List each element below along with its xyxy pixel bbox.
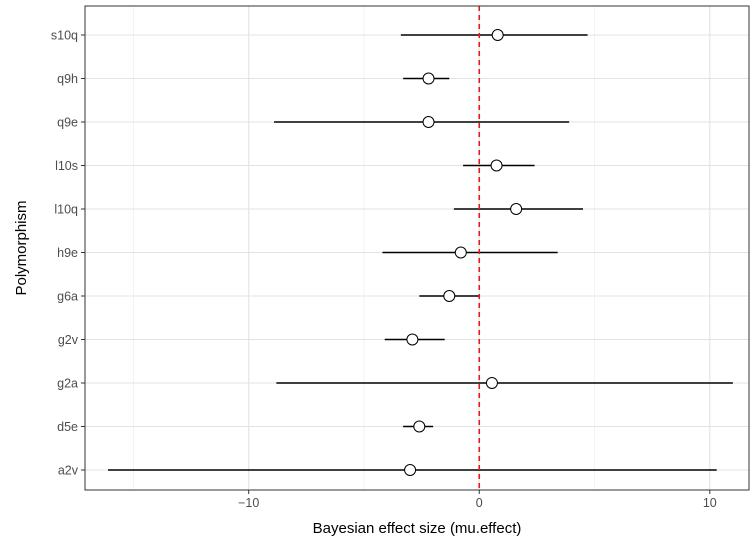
x-tick-label: 10 (703, 496, 717, 510)
y-axis-ticks: s10q q9h q9e l10s l10q h9e g6a g2v g2a d5e a2v (51, 29, 85, 478)
y-tick-label: q9e (57, 116, 78, 130)
estimate-points (404, 29, 523, 476)
y-tick-label: l10q (54, 203, 78, 217)
y-tick-label: l10s (55, 159, 78, 173)
y-tick-label: g2a (57, 377, 78, 391)
y-tick-label: g2v (58, 333, 79, 347)
y-tick-label: s10q (51, 29, 78, 43)
point-l10s (490, 159, 503, 172)
plot-panel (85, 6, 749, 490)
y-tick-label: q9h (57, 72, 78, 86)
point-a2v (404, 464, 417, 476)
point-g2a (485, 377, 498, 389)
point-g2v (406, 333, 419, 346)
point-g6a (443, 290, 456, 302)
point-d5e (413, 420, 426, 433)
y-tick-label: d5e (57, 420, 78, 434)
point-h9e (454, 246, 467, 259)
point-s10q (491, 29, 504, 41)
x-tick-label: 0 (476, 496, 483, 510)
y-tick-label: h9e (57, 246, 78, 260)
panel-border (84, 5, 750, 491)
y-tick-label: g6a (57, 290, 78, 304)
minor-gridlines (133, 6, 595, 490)
y-axis-title: Polymorphism (13, 200, 30, 295)
point-l10q (510, 203, 523, 215)
x-axis-ticks: −10 0 10 (238, 490, 717, 510)
point-q9e (422, 116, 435, 128)
y-tick-label: a2v (58, 464, 79, 478)
x-tick-label: −10 (238, 496, 259, 510)
point-q9h (422, 72, 435, 85)
x-axis-title: Bayesian effect size (mu.effect) (313, 520, 522, 537)
